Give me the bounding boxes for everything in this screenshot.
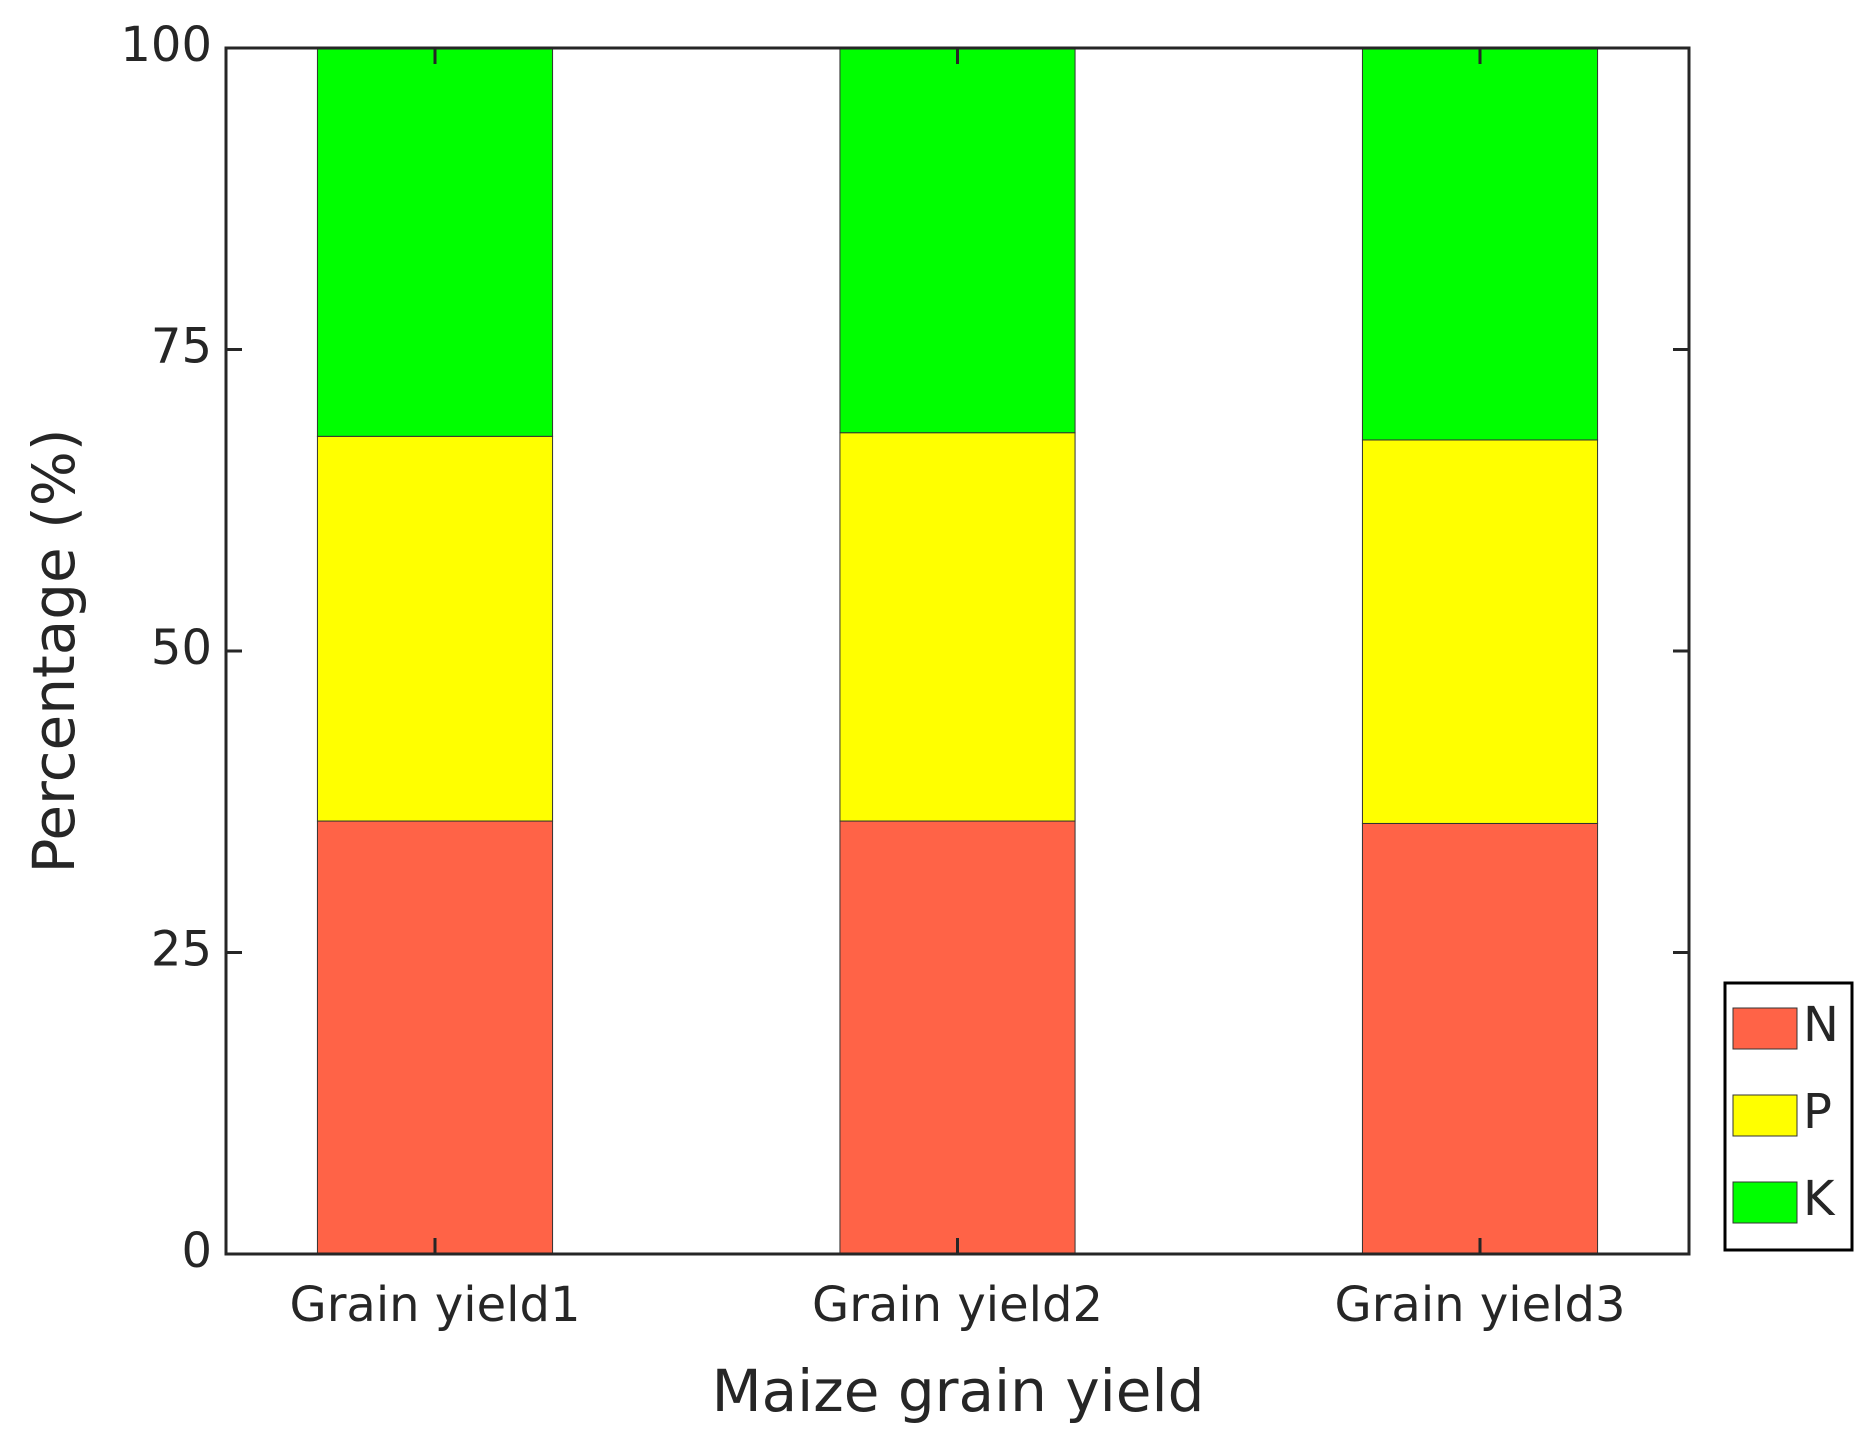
y-tick-label: 0: [181, 1223, 212, 1279]
bar-segment: [839, 47, 1076, 434]
legend-label: N: [1803, 997, 1839, 1053]
x-tick-label: Grain yield1: [290, 1277, 581, 1333]
bar-segment: [1361, 47, 1599, 441]
legend-label: K: [1803, 1171, 1836, 1227]
bar-segment: [839, 820, 1076, 1255]
legend-swatch: [1732, 1094, 1798, 1137]
bar-segment: [1361, 822, 1599, 1255]
bar-segment: [839, 432, 1076, 822]
bar-segment: [316, 435, 554, 822]
bar-segment: [1361, 439, 1599, 824]
bar-segment: [316, 820, 554, 1255]
y-tick-label: 100: [120, 17, 212, 73]
y-tick-label: 25: [151, 922, 212, 978]
x-tick-label: Grain yield3: [1335, 1277, 1626, 1333]
legend-swatch: [1732, 1007, 1798, 1050]
y-tick-label: 50: [151, 620, 212, 676]
bar-segment: [316, 47, 554, 437]
y-axis-label: Percentage (%): [20, 428, 88, 873]
legend-label: P: [1803, 1084, 1832, 1140]
legend-swatch: [1732, 1181, 1798, 1224]
y-tick-label: 75: [151, 319, 212, 375]
x-tick-label: Grain yield2: [812, 1277, 1103, 1333]
x-axis-label: Maize grain yield: [712, 1357, 1205, 1425]
